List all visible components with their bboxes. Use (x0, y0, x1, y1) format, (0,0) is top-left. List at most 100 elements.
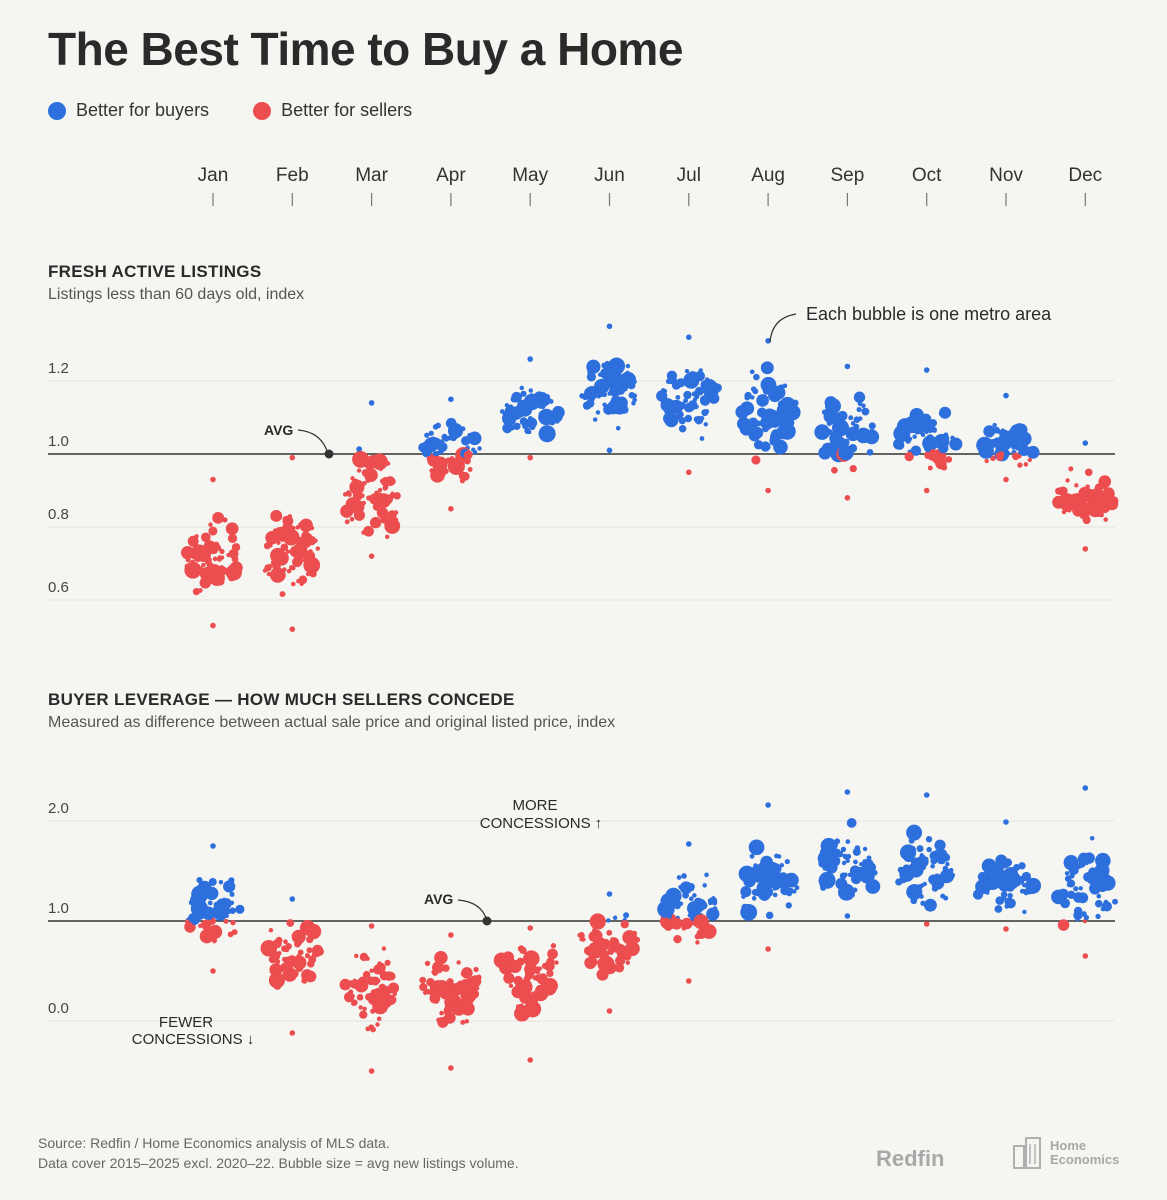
metro-bubble (267, 564, 273, 569)
metro-bubble (307, 960, 315, 968)
metro-bubble (550, 943, 557, 949)
metro-bubble (1069, 868, 1075, 875)
metro-bubble (589, 913, 606, 930)
metro-bubble (1063, 855, 1079, 871)
metro-bubble (212, 511, 225, 524)
metro-bubble (208, 878, 217, 886)
metro-bubble (816, 432, 823, 438)
avg-marker-2 (482, 916, 492, 926)
metro-bubble (213, 906, 228, 921)
metro-bubble (439, 1010, 444, 1016)
metro-bubble (361, 468, 370, 477)
metro-bubble (1057, 919, 1070, 931)
metro-bubble (534, 994, 540, 1000)
metro-bubble (625, 960, 631, 965)
metro-bubble (365, 956, 370, 961)
metro-bubble (992, 422, 997, 428)
metro-bubble (547, 948, 558, 960)
metro-bubble (431, 969, 436, 975)
metro-bubble (835, 877, 848, 890)
metro-bubble (934, 839, 946, 851)
metro-bubble (753, 440, 764, 450)
metro-bubble (683, 390, 692, 400)
metro-bubble (923, 898, 937, 912)
metro-bubble (1074, 483, 1079, 488)
metro-bubble (191, 885, 209, 903)
metro-bubble (945, 861, 950, 867)
metro-bubble (268, 955, 277, 964)
metro-bubble (523, 393, 541, 411)
metro-bubble (675, 395, 681, 400)
metro-bubble (237, 907, 242, 912)
metro-bubble (855, 849, 861, 855)
metro-bubble (362, 1006, 367, 1011)
metro-bubble (384, 959, 391, 966)
metro-bubble (434, 999, 439, 1004)
metro-bubble (503, 411, 508, 416)
metro-bubble (753, 863, 758, 868)
metro-bubble (843, 872, 848, 877)
metro-bubble (908, 845, 916, 854)
metro-bubble (977, 871, 988, 882)
metro-bubble (848, 415, 854, 421)
metro-bubble (1073, 906, 1083, 916)
metro-bubble (688, 896, 694, 902)
month-label-jul: Jul (677, 165, 701, 186)
metro-bubble (286, 919, 295, 927)
metro-bubble (854, 845, 861, 851)
metro-bubble (866, 861, 872, 867)
metro-bubble (995, 445, 1000, 451)
metro-bubble (943, 895, 949, 901)
metro-bubble (926, 846, 932, 853)
metro-bubble (751, 455, 761, 465)
metro-bubble (519, 385, 525, 391)
metro-bubble (210, 622, 216, 629)
metro-bubble (354, 953, 359, 959)
metro-bubble (304, 953, 310, 959)
metro-bubble (932, 438, 942, 447)
metro-bubble (1003, 392, 1009, 399)
metro-bubble (844, 913, 851, 919)
metro-bubble (212, 528, 218, 534)
metro-bubble (368, 999, 373, 1004)
metro-bubble (912, 434, 917, 439)
metro-bubble (753, 373, 760, 381)
metro-bubble (273, 526, 288, 541)
metro-bubble (383, 494, 394, 504)
metro-bubble (1003, 926, 1009, 932)
metro-bubble (389, 477, 395, 483)
metro-bubble (1098, 488, 1103, 494)
bubble-annotation: Each bubble is one metro area (806, 304, 1052, 324)
metro-bubble (771, 385, 786, 400)
metro-bubble (375, 1022, 380, 1027)
metro-bubble (596, 394, 602, 399)
metro-bubble (673, 934, 682, 944)
metro-bubble (291, 968, 296, 974)
metro-bubble (352, 450, 370, 468)
metro-bubble (201, 562, 206, 568)
metro-bubble (1084, 860, 1090, 866)
metro-bubble (1068, 466, 1074, 472)
metro-bubble (592, 417, 598, 422)
metro-bubble (442, 964, 450, 972)
metro-bubble (740, 903, 758, 921)
footer-note: Data cover 2015–2025 excl. 2020–22. Bubb… (38, 1155, 519, 1171)
metro-bubble (606, 918, 611, 923)
metro-bubble (443, 1009, 449, 1015)
metro-bubble (780, 885, 791, 896)
metro-bubble (429, 468, 434, 473)
metro-bubble (866, 855, 872, 861)
metro-bubble (779, 863, 785, 868)
metro-bubble (1093, 490, 1104, 502)
metro-bubble (1023, 890, 1029, 896)
metro-bubble (1022, 909, 1027, 915)
metro-bubble (663, 412, 676, 425)
metro-bubble (600, 946, 606, 951)
metro-bubble (750, 386, 757, 392)
month-label-oct: Oct (912, 165, 942, 186)
metro-bubble (444, 1002, 451, 1009)
metro-bubble (185, 919, 190, 924)
metro-bubble (190, 559, 196, 565)
metro-bubble (1067, 890, 1076, 899)
metro-bubble (751, 426, 764, 439)
